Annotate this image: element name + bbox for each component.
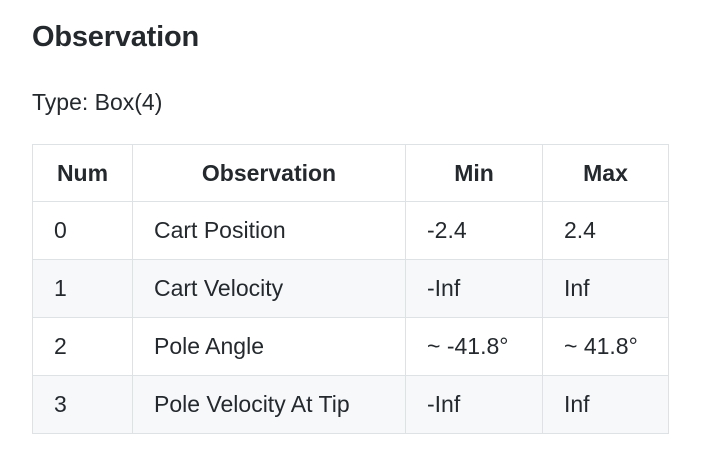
cell-min: ~ -41.8° xyxy=(406,318,543,376)
cell-min: -2.4 xyxy=(406,202,543,260)
table-row: 2 Pole Angle ~ -41.8° ~ 41.8° xyxy=(33,318,669,376)
cell-num: 1 xyxy=(33,260,133,318)
cell-max: Inf xyxy=(543,260,669,318)
cell-observation: Pole Angle xyxy=(133,318,406,376)
header-num: Num xyxy=(33,145,133,202)
cell-max: Inf xyxy=(543,376,669,434)
cell-min: -Inf xyxy=(406,260,543,318)
cell-num: 3 xyxy=(33,376,133,434)
table-row: 1 Cart Velocity -Inf Inf xyxy=(33,260,669,318)
cell-num: 0 xyxy=(33,202,133,260)
cell-observation: Pole Velocity At Tip xyxy=(133,376,406,434)
cell-max: 2.4 xyxy=(543,202,669,260)
table-row: 0 Cart Position -2.4 2.4 xyxy=(33,202,669,260)
cell-min: -Inf xyxy=(406,376,543,434)
header-min: Min xyxy=(406,145,543,202)
cell-observation: Cart Position xyxy=(133,202,406,260)
header-observation: Observation xyxy=(133,145,406,202)
type-description: Type: Box(4) xyxy=(32,86,162,118)
observation-table: Num Observation Min Max 0 Cart Position … xyxy=(32,144,669,434)
section-heading: Observation xyxy=(32,18,199,56)
header-max: Max xyxy=(543,145,669,202)
cell-max: ~ 41.8° xyxy=(543,318,669,376)
table-row: 3 Pole Velocity At Tip -Inf Inf xyxy=(33,376,669,434)
cell-num: 2 xyxy=(33,318,133,376)
table-header-row: Num Observation Min Max xyxy=(33,145,669,202)
cell-observation: Cart Velocity xyxy=(133,260,406,318)
